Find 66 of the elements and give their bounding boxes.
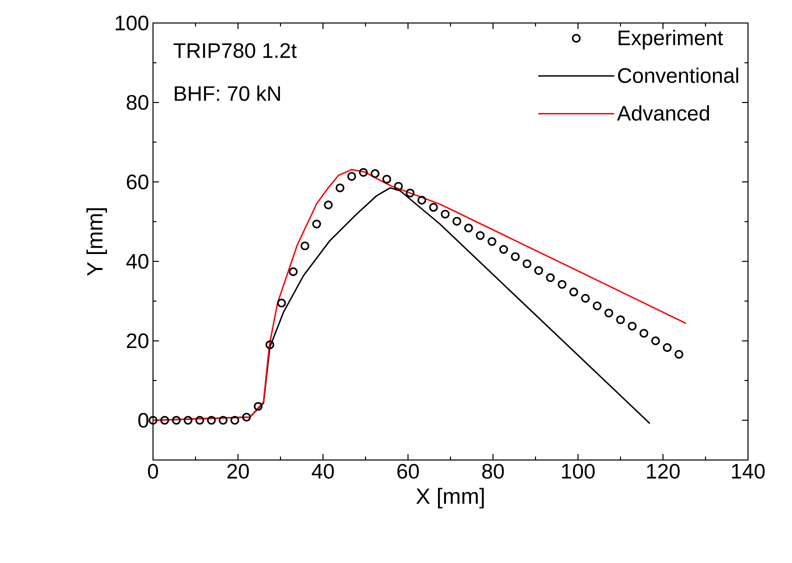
- point: [288, 267, 298, 276]
- point: [546, 273, 555, 282]
- point: [172, 416, 181, 425]
- point: [440, 210, 450, 218]
- point: [534, 266, 544, 275]
- point: [300, 241, 310, 250]
- point: [592, 301, 602, 310]
- point: [347, 172, 356, 181]
- point: [674, 350, 684, 359]
- y-tick-label: 60: [126, 174, 148, 190]
- x-axis-title: X [mm]: [416, 488, 484, 508]
- x-tick-label: 100: [562, 464, 595, 479]
- x-tick-label: 0: [148, 464, 158, 479]
- y-tick-label: 40: [126, 254, 148, 269]
- point: [651, 336, 660, 346]
- point: [324, 200, 333, 210]
- point: [604, 308, 614, 318]
- point: [569, 288, 578, 296]
- point: [370, 169, 380, 178]
- point: [218, 416, 228, 425]
- point: [207, 416, 216, 425]
- y-axis-title: Y [mm]: [86, 208, 107, 276]
- x-tick-label: 140: [732, 464, 765, 479]
- y-tick-label: 100: [116, 16, 148, 30]
- point: [488, 237, 496, 246]
- point: [499, 245, 508, 254]
- point: [522, 259, 532, 268]
- x-tick-label: 120: [647, 464, 680, 479]
- point: [184, 416, 192, 425]
- x-tick-label: 20: [227, 464, 249, 479]
- annotation: BHF: 70 kN: [174, 86, 280, 101]
- point: [417, 196, 426, 205]
- point: [476, 231, 485, 240]
- legend-label: Experiment: [618, 30, 724, 50]
- point: [464, 224, 473, 232]
- point: [628, 322, 637, 331]
- point: [639, 328, 648, 338]
- point: [242, 412, 251, 422]
- point: [277, 298, 286, 308]
- point: [510, 252, 520, 261]
- point: [558, 280, 566, 289]
- point: [394, 182, 403, 191]
- x-tick-label: 40: [312, 464, 334, 479]
- point: [452, 216, 462, 226]
- point: [265, 340, 274, 350]
- point: [195, 416, 204, 425]
- x-tick-label: 80: [482, 464, 504, 479]
- legend-label: Conventional: [618, 68, 738, 84]
- y-tick-label: 80: [126, 95, 148, 110]
- point: [254, 402, 263, 411]
- point: [429, 202, 438, 212]
- point: [336, 183, 344, 192]
- point: [312, 220, 322, 228]
- point: [616, 315, 625, 324]
- point: [160, 416, 170, 425]
- point: [406, 188, 415, 198]
- point: [662, 343, 672, 352]
- y-tick-label: 0: [138, 412, 148, 428]
- point: [581, 294, 590, 303]
- point: [230, 416, 240, 425]
- x-tick-label: 60: [397, 464, 419, 479]
- legend-label: Advanced: [617, 105, 710, 121]
- point: [382, 174, 392, 184]
- y-tick-label: 20: [126, 333, 148, 348]
- point: [358, 168, 368, 177]
- annotation: TRIP780 1.2t: [174, 43, 297, 58]
